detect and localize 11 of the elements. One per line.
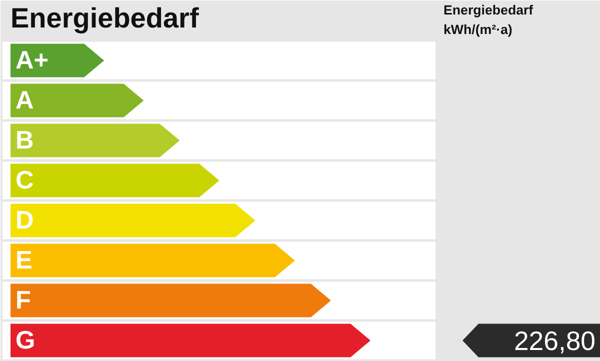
y-tick-label: C (16, 166, 34, 194)
y-tick-label: D (16, 206, 34, 234)
y-tick-label: A (16, 86, 34, 114)
y-tick-label: A+ (16, 46, 49, 74)
text: 226,80 (514, 326, 596, 356)
text: Energiebedarf kWh/(m²·a) (444, 2, 534, 37)
y-tick-label: F (16, 286, 31, 314)
y-tick-label: G (16, 326, 36, 354)
y-tick-label: E (16, 246, 32, 274)
chart-title: Energiebedarf (10, 2, 200, 34)
y-tick-label: B (16, 126, 34, 154)
